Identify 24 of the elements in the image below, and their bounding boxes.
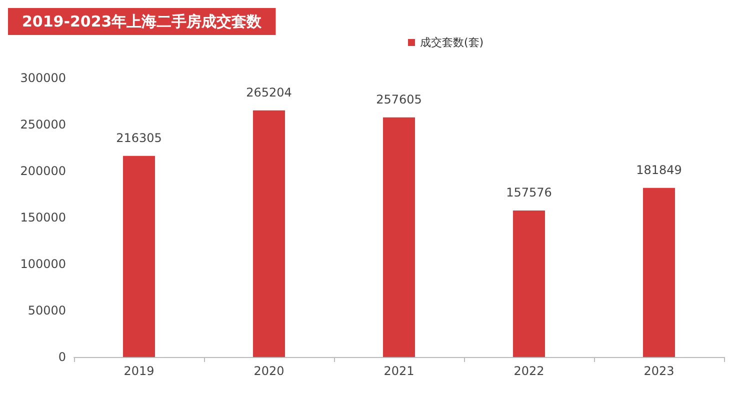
y-tick-label: 300000 (20, 71, 66, 85)
x-tick-label: 2023 (644, 364, 674, 378)
legend-label: 成交套数(套) (420, 36, 484, 49)
y-tick-label: 250000 (20, 118, 66, 132)
data-label: 181849 (636, 162, 682, 177)
bar (643, 188, 675, 357)
chart-title: 2019-2023年上海二手房成交套数 (22, 12, 263, 30)
y-tick-label: 200000 (20, 164, 66, 178)
x-tick-label: 2022 (514, 364, 544, 378)
x-tick-label: 2019 (124, 364, 154, 378)
y-tick-label: 150000 (20, 210, 66, 224)
y-tick-label: 0 (58, 350, 66, 364)
bar (383, 117, 415, 357)
bar (123, 156, 155, 357)
data-label: 157576 (506, 185, 552, 200)
data-label: 265204 (246, 85, 292, 100)
y-tick-label: 50000 (28, 304, 66, 318)
data-label: 257605 (376, 92, 422, 106)
bar (513, 210, 545, 357)
y-tick-label: 100000 (20, 257, 66, 271)
x-tick-label: 2020 (254, 364, 284, 378)
bar (253, 110, 285, 357)
x-tick-label: 2021 (384, 364, 414, 378)
data-label: 216305 (116, 130, 162, 145)
